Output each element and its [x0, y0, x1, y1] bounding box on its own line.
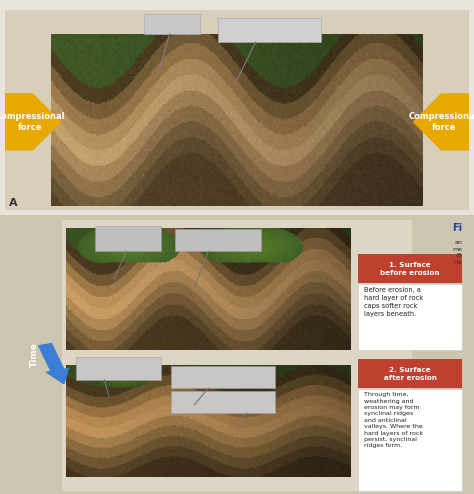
Bar	[95, 226, 161, 251]
Bar	[62, 220, 412, 491]
Bar	[171, 391, 275, 413]
Text: A: A	[9, 198, 18, 208]
Text: Compressional
force: Compressional force	[409, 112, 474, 132]
Bar	[51, 10, 423, 34]
Bar	[175, 229, 261, 251]
Bar	[358, 284, 462, 350]
Text: Before erosion, a
hard layer of rock
caps softer rock
layers beneath.: Before erosion, a hard layer of rock cap…	[364, 288, 423, 317]
Text: Compressional
force: Compressional force	[0, 112, 65, 132]
Text: 2. Surface
after erosion: 2. Surface after erosion	[383, 367, 437, 381]
Bar	[144, 14, 200, 34]
Bar	[358, 389, 462, 491]
FancyArrow shape	[413, 94, 469, 150]
Text: Fi: Fi	[452, 223, 462, 233]
Text: an
me
(B
Ha: an me (B Ha	[452, 240, 462, 265]
Bar	[76, 357, 161, 379]
Text: 1. Surface
before erosion: 1. Surface before erosion	[380, 262, 440, 276]
Bar	[358, 359, 462, 388]
Text: Through time,
weathering and
erosion may form
synclinal ridges
and anticlinal
va: Through time, weathering and erosion may…	[364, 392, 423, 449]
Bar	[219, 18, 320, 42]
FancyArrow shape	[39, 344, 68, 384]
FancyArrow shape	[5, 94, 61, 150]
Text: Time: Time	[30, 342, 38, 367]
Bar	[171, 366, 275, 388]
Bar	[358, 254, 462, 283]
